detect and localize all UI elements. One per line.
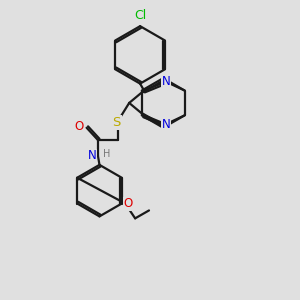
Text: N: N <box>161 118 170 131</box>
Text: O: O <box>124 197 133 211</box>
Text: Cl: Cl <box>134 9 146 22</box>
Text: S: S <box>112 116 121 129</box>
Text: O: O <box>74 120 84 133</box>
Text: N: N <box>88 149 96 162</box>
Text: H: H <box>103 149 111 160</box>
Text: N: N <box>161 75 170 88</box>
